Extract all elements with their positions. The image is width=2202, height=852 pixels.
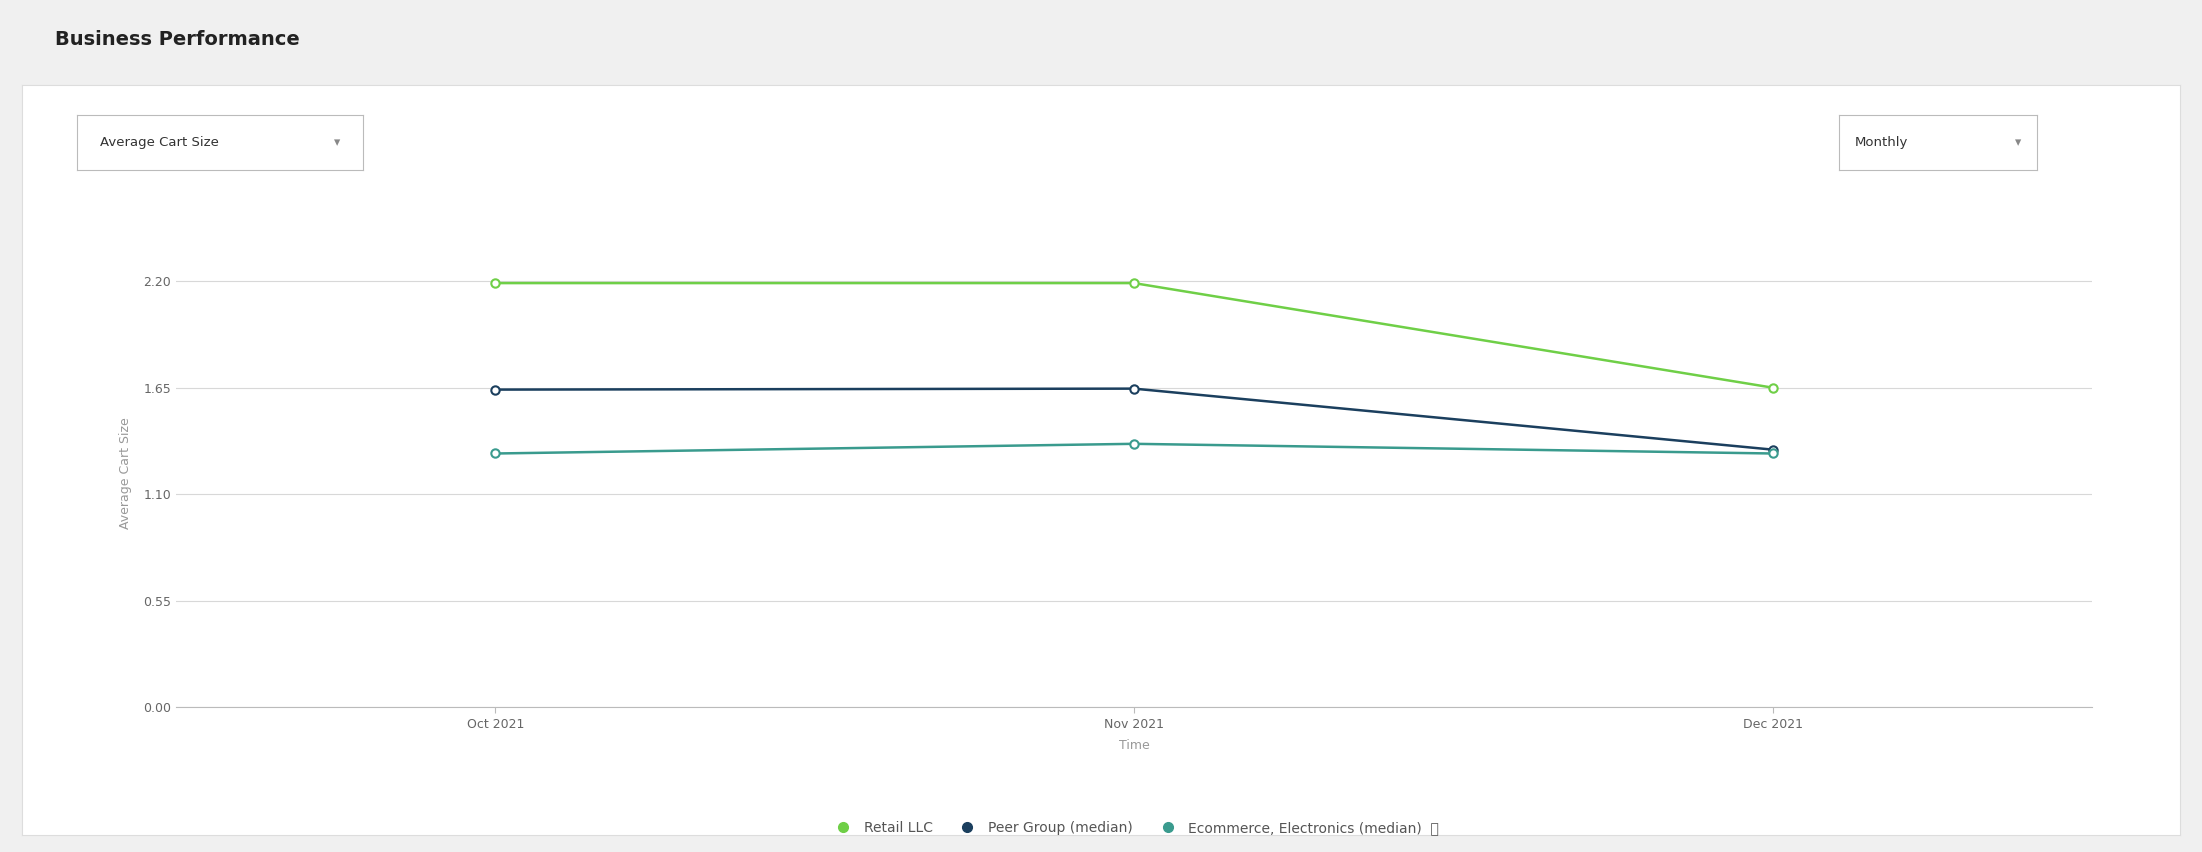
- Text: Monthly: Monthly: [1854, 136, 1907, 149]
- Text: Business Performance: Business Performance: [55, 30, 299, 49]
- Y-axis label: Average Cart Size: Average Cart Size: [119, 417, 132, 529]
- X-axis label: Time: Time: [1119, 739, 1149, 752]
- Text: ▾: ▾: [335, 136, 341, 149]
- Text: Average Cart Size: Average Cart Size: [99, 136, 218, 149]
- Legend: Retail LLC, Peer Group (median), Ecommerce, Electronics (median)  ⓘ: Retail LLC, Peer Group (median), Ecommer…: [824, 815, 1445, 841]
- Text: ▾: ▾: [2015, 136, 2021, 149]
